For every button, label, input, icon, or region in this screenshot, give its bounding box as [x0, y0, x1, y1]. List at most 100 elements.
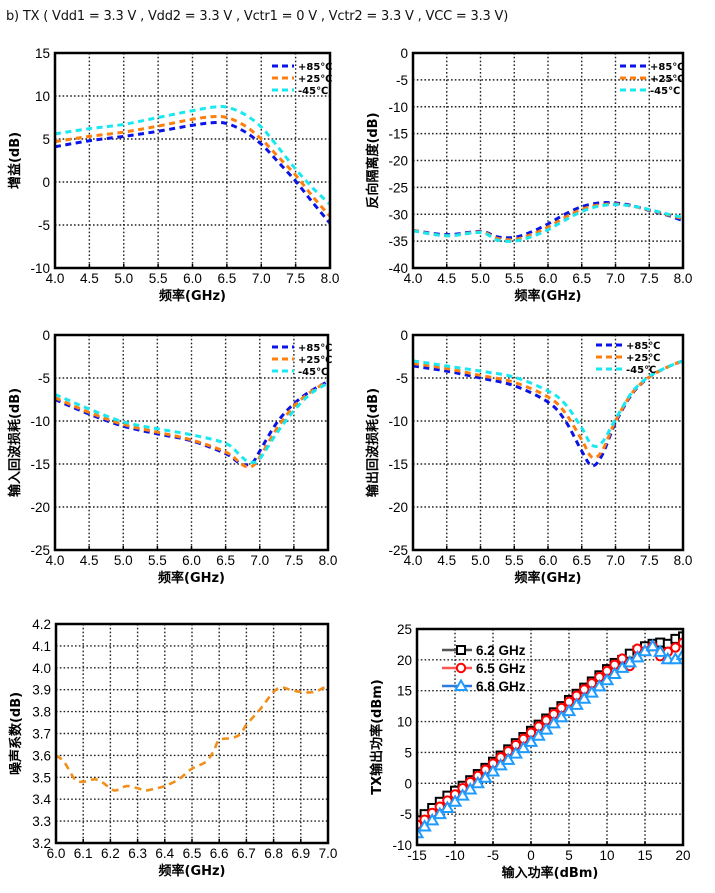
x-tick-label: 4.0	[404, 271, 423, 286]
marker-square	[678, 631, 683, 642]
legend-label: 6.2 GHz	[476, 643, 526, 658]
y-tick-label: -10	[388, 100, 408, 115]
grid	[413, 335, 683, 550]
series-line	[55, 120, 330, 225]
marker-triangle	[424, 812, 440, 826]
y-tick-label: 4.0	[32, 661, 51, 676]
marker-triangle	[561, 703, 577, 717]
marker-triangle	[607, 666, 622, 680]
x-tick-label: 7.5	[640, 553, 659, 568]
series-25	[413, 359, 683, 460]
x-tick-label: 5.0	[114, 553, 133, 568]
y-tick-label: 20	[397, 653, 412, 668]
x-tick-label: 4.0	[46, 553, 65, 568]
series-line	[413, 359, 683, 468]
plot-frame	[415, 627, 685, 847]
plot-frame	[53, 333, 330, 552]
legend-label: 6.8 GHz	[476, 679, 526, 694]
marker-triangle	[531, 728, 546, 741]
series-45	[413, 359, 683, 448]
y-tick-label: -15	[30, 457, 50, 472]
x-tick-label: 8.0	[674, 553, 693, 568]
x-tick-label: 6.0	[183, 271, 202, 286]
series-line	[55, 380, 328, 469]
grid	[55, 335, 328, 550]
marker-triangle	[440, 800, 455, 813]
x-tick-label: 5.5	[505, 271, 524, 286]
x-tick-label: 6.4	[155, 846, 174, 861]
plot-frame	[53, 51, 332, 270]
y-tick-label: 0	[400, 46, 408, 61]
x-tick-label: 20	[675, 848, 690, 863]
series-line	[55, 105, 330, 206]
y-tick-label: 0	[400, 328, 408, 343]
marker-triangle	[453, 678, 469, 691]
y-tick-label: 4.2	[32, 617, 51, 632]
y-tick-label: -20	[388, 154, 408, 169]
y-tick-label: -20	[388, 500, 408, 515]
x-tick-label: 5.0	[471, 271, 490, 286]
x-tick-label: 7.5	[284, 553, 303, 568]
y-tick-label: 3.2	[32, 836, 51, 851]
x-axis-label: 输入功率(dBm)	[502, 865, 599, 881]
y-tick-label: 10	[35, 89, 50, 104]
y-tick-label: 10	[397, 715, 412, 730]
x-tick-label: 4.0	[46, 271, 65, 286]
y-tick-label: 3.4	[32, 792, 51, 807]
grid	[417, 629, 683, 845]
x-tick-label: 10	[599, 848, 614, 863]
marker-triangle	[592, 678, 607, 692]
marker-triangle	[500, 752, 516, 765]
marker-triangle	[645, 638, 660, 652]
y-tick-label: 4.1	[32, 639, 51, 654]
marker-triangle	[546, 715, 562, 729]
y-tick-label: 25	[397, 622, 412, 637]
legend: 6.2 GHz 6.5 GHz 6.8 GHz	[442, 643, 526, 694]
series-85	[55, 120, 330, 225]
marker-triangle	[516, 740, 531, 754]
x-tick-label: 6.5	[217, 271, 236, 286]
legend-label: +25℃	[626, 353, 660, 364]
x-tick-label: 7.0	[606, 553, 625, 568]
legend: +85℃+25℃-45℃	[596, 341, 660, 376]
legend-label: +25℃	[298, 74, 332, 85]
chart-output-return-loss: 4.0 4.5 5.0 5.5 6.0 6.5 7.0 7.5 8.0 -25 -20 -15 -10 -…	[365, 328, 692, 586]
legend-label: 6.5 GHz	[476, 661, 526, 676]
legend-label: -45℃	[298, 367, 328, 378]
x-tick-label: 6.5	[572, 553, 591, 568]
x-tick-label: 15	[637, 848, 652, 863]
y-tick-label: -10	[30, 414, 50, 429]
x-tick-label: 6.0	[539, 271, 558, 286]
y-tick-label: 5	[42, 132, 50, 147]
marker-triangle	[485, 764, 501, 777]
x-tick-label: 7.0	[319, 846, 338, 861]
x-tick-label: 7.0	[606, 271, 625, 286]
x-tick-label: 6.1	[74, 846, 93, 861]
marker-triangle	[576, 691, 592, 704]
marker-triangle	[462, 781, 478, 795]
x-tick-label: 4.0	[404, 553, 423, 568]
marker-triangle	[652, 644, 668, 657]
x-tick-label: 4.5	[80, 553, 99, 568]
x-tick-label: 5.5	[149, 271, 168, 286]
plot-frame	[411, 333, 685, 552]
y-tick-label: -10	[392, 838, 412, 853]
page-title: b) TX ( Vdd1 = 3.3 V , Vdd2 = 3.3 V , Vc…	[6, 9, 509, 24]
x-axis-label: 频率(GHz)	[159, 863, 226, 879]
y-axis-label: TX输出功率(dBm)	[369, 679, 385, 795]
series-line	[56, 684, 328, 792]
chart-noise-figure: 6.0 6.1 6.2 6.3 6.4 6.5 6.6 6.7 6.8 6.9 7.0 3.2 3.3 3…	[8, 617, 337, 879]
series-line	[413, 359, 683, 460]
legend: +85℃+25℃-45℃	[272, 62, 332, 97]
x-tick-label: 6.2	[101, 846, 120, 861]
x-tick-label: 7.0	[252, 271, 271, 286]
legend-label: +85℃	[298, 343, 332, 354]
series-45	[55, 105, 330, 206]
y-tick-label: -25	[388, 180, 408, 195]
x-tick-label: 7.5	[640, 271, 659, 286]
y-tick-label: 0	[42, 175, 50, 190]
y-tick-label: 0	[42, 328, 50, 343]
y-tick-label: -5	[400, 807, 412, 822]
x-axis-label: 频率(GHz)	[515, 288, 582, 304]
x-tick-label: 7.0	[250, 553, 269, 568]
